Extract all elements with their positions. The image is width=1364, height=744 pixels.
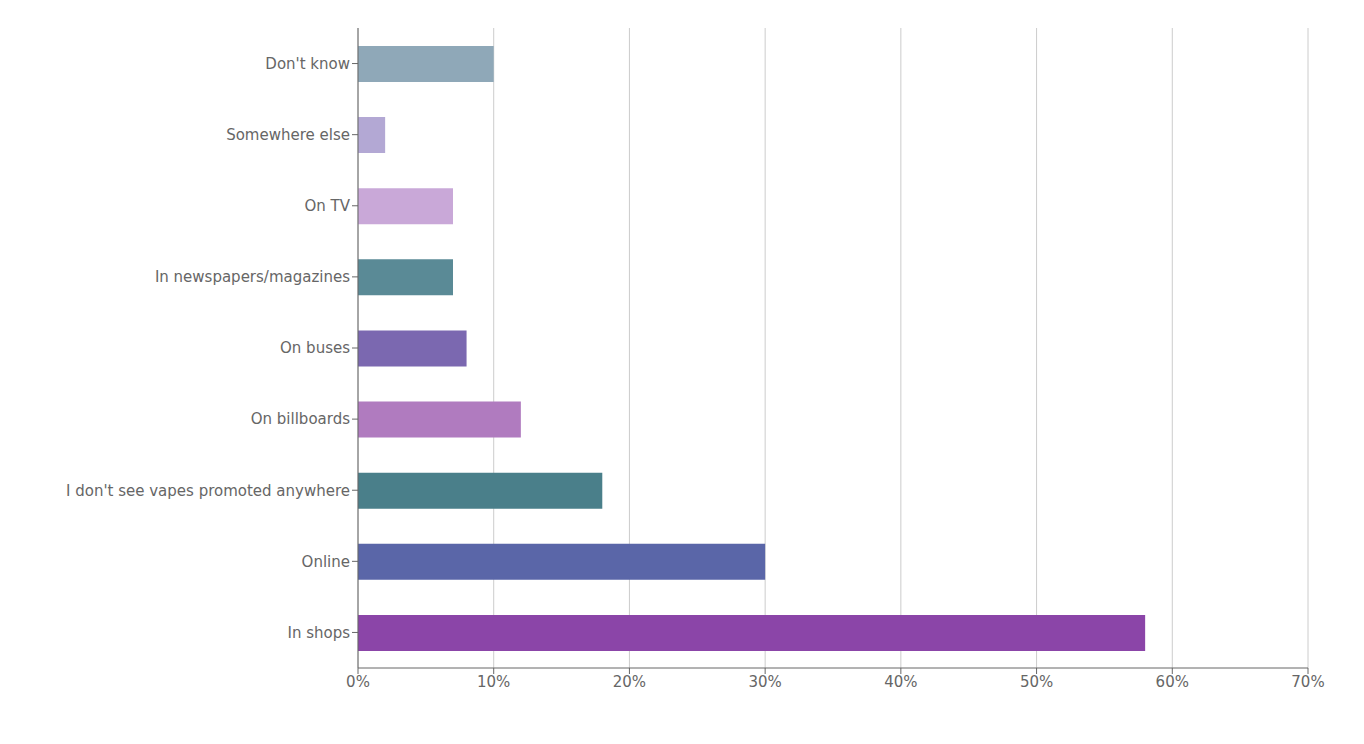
- svg-text:Don't know: Don't know: [265, 55, 350, 73]
- svg-text:In shops: In shops: [287, 624, 350, 642]
- svg-text:50%: 50%: [1020, 673, 1053, 691]
- svg-text:On billboards: On billboards: [251, 410, 350, 428]
- svg-text:40%: 40%: [884, 673, 917, 691]
- svg-text:I don't see vapes promoted any: I don't see vapes promoted anywhere: [66, 482, 350, 500]
- svg-text:0%: 0%: [346, 673, 370, 691]
- svg-text:On buses: On buses: [280, 339, 350, 357]
- svg-text:On TV: On TV: [304, 197, 350, 215]
- svg-text:20%: 20%: [613, 673, 646, 691]
- svg-text:60%: 60%: [1156, 673, 1189, 691]
- svg-text:70%: 70%: [1291, 673, 1324, 691]
- svg-text:30%: 30%: [748, 673, 781, 691]
- svg-text:Somewhere else: Somewhere else: [226, 126, 350, 144]
- svg-text:Online: Online: [302, 553, 350, 571]
- svg-text:In newspapers/magazines: In newspapers/magazines: [155, 268, 350, 286]
- svg-text:10%: 10%: [477, 673, 510, 691]
